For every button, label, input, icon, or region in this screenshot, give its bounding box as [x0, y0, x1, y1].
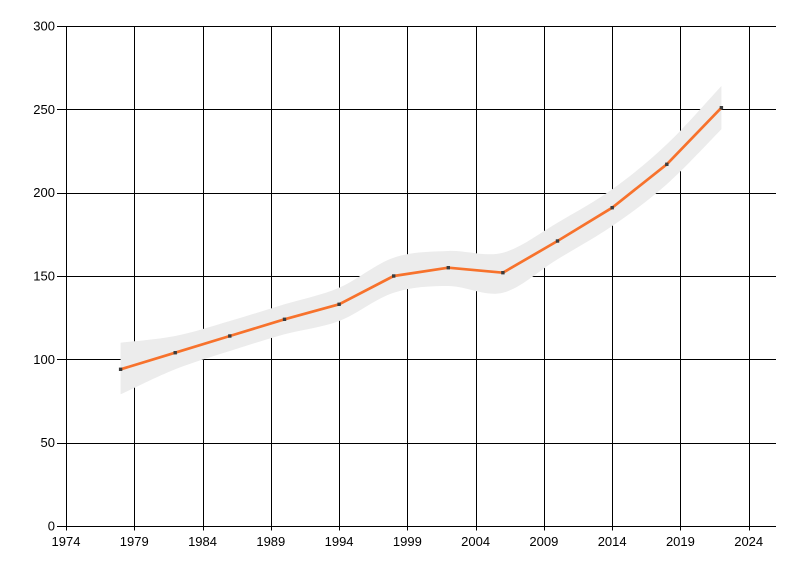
series-line: [119, 106, 723, 371]
y-tick-label: 100: [33, 352, 55, 367]
y-axis-tick-labels: 0 50 100 150 200 250 300: [33, 19, 55, 534]
x-tick-label: 2019: [666, 534, 695, 549]
data-markers: [118, 106, 724, 371]
data-point-marker: [173, 351, 177, 355]
y-tick-label: 200: [33, 185, 55, 200]
data-point-marker: [446, 266, 450, 270]
data-point-marker: [392, 274, 396, 278]
y-tick-label: 150: [33, 269, 55, 284]
x-tick-label: 2024: [734, 534, 763, 549]
gridlines: [57, 26, 776, 531]
x-tick-label: 2009: [529, 534, 558, 549]
data-point-marker: [665, 162, 669, 166]
data-point-marker: [555, 239, 560, 243]
x-tick-label: 2004: [461, 534, 490, 549]
x-tick-label: 1979: [120, 534, 149, 549]
x-tick-label: 1974: [52, 534, 81, 549]
x-tick-label: 1994: [325, 534, 354, 549]
x-tick-label: 1999: [393, 534, 422, 549]
x-tick-label: 2014: [598, 534, 627, 549]
y-tick-label: 50: [41, 435, 55, 450]
confidence-band-area: [120, 86, 722, 395]
x-axis-tick-labels: 1974 1979 1984 1989 1994 1999 2004 2009 2014 2019…: [52, 534, 764, 549]
data-point-marker: [610, 206, 614, 210]
confidence-band: [120, 86, 722, 395]
y-tick-label: 250: [33, 102, 55, 117]
x-tick-label: 1989: [256, 534, 285, 549]
data-line: [119, 106, 723, 371]
data-point-marker: [719, 106, 724, 110]
data-point-marker: [118, 367, 123, 371]
data-point-marker: [282, 317, 287, 321]
x-tick-label: 1984: [188, 534, 217, 549]
data-point-marker: [337, 302, 341, 306]
data-point-marker: [501, 271, 505, 275]
y-tick-label: 300: [33, 19, 55, 34]
y-tick-label: 0: [48, 519, 55, 534]
data-point-marker: [228, 334, 232, 338]
